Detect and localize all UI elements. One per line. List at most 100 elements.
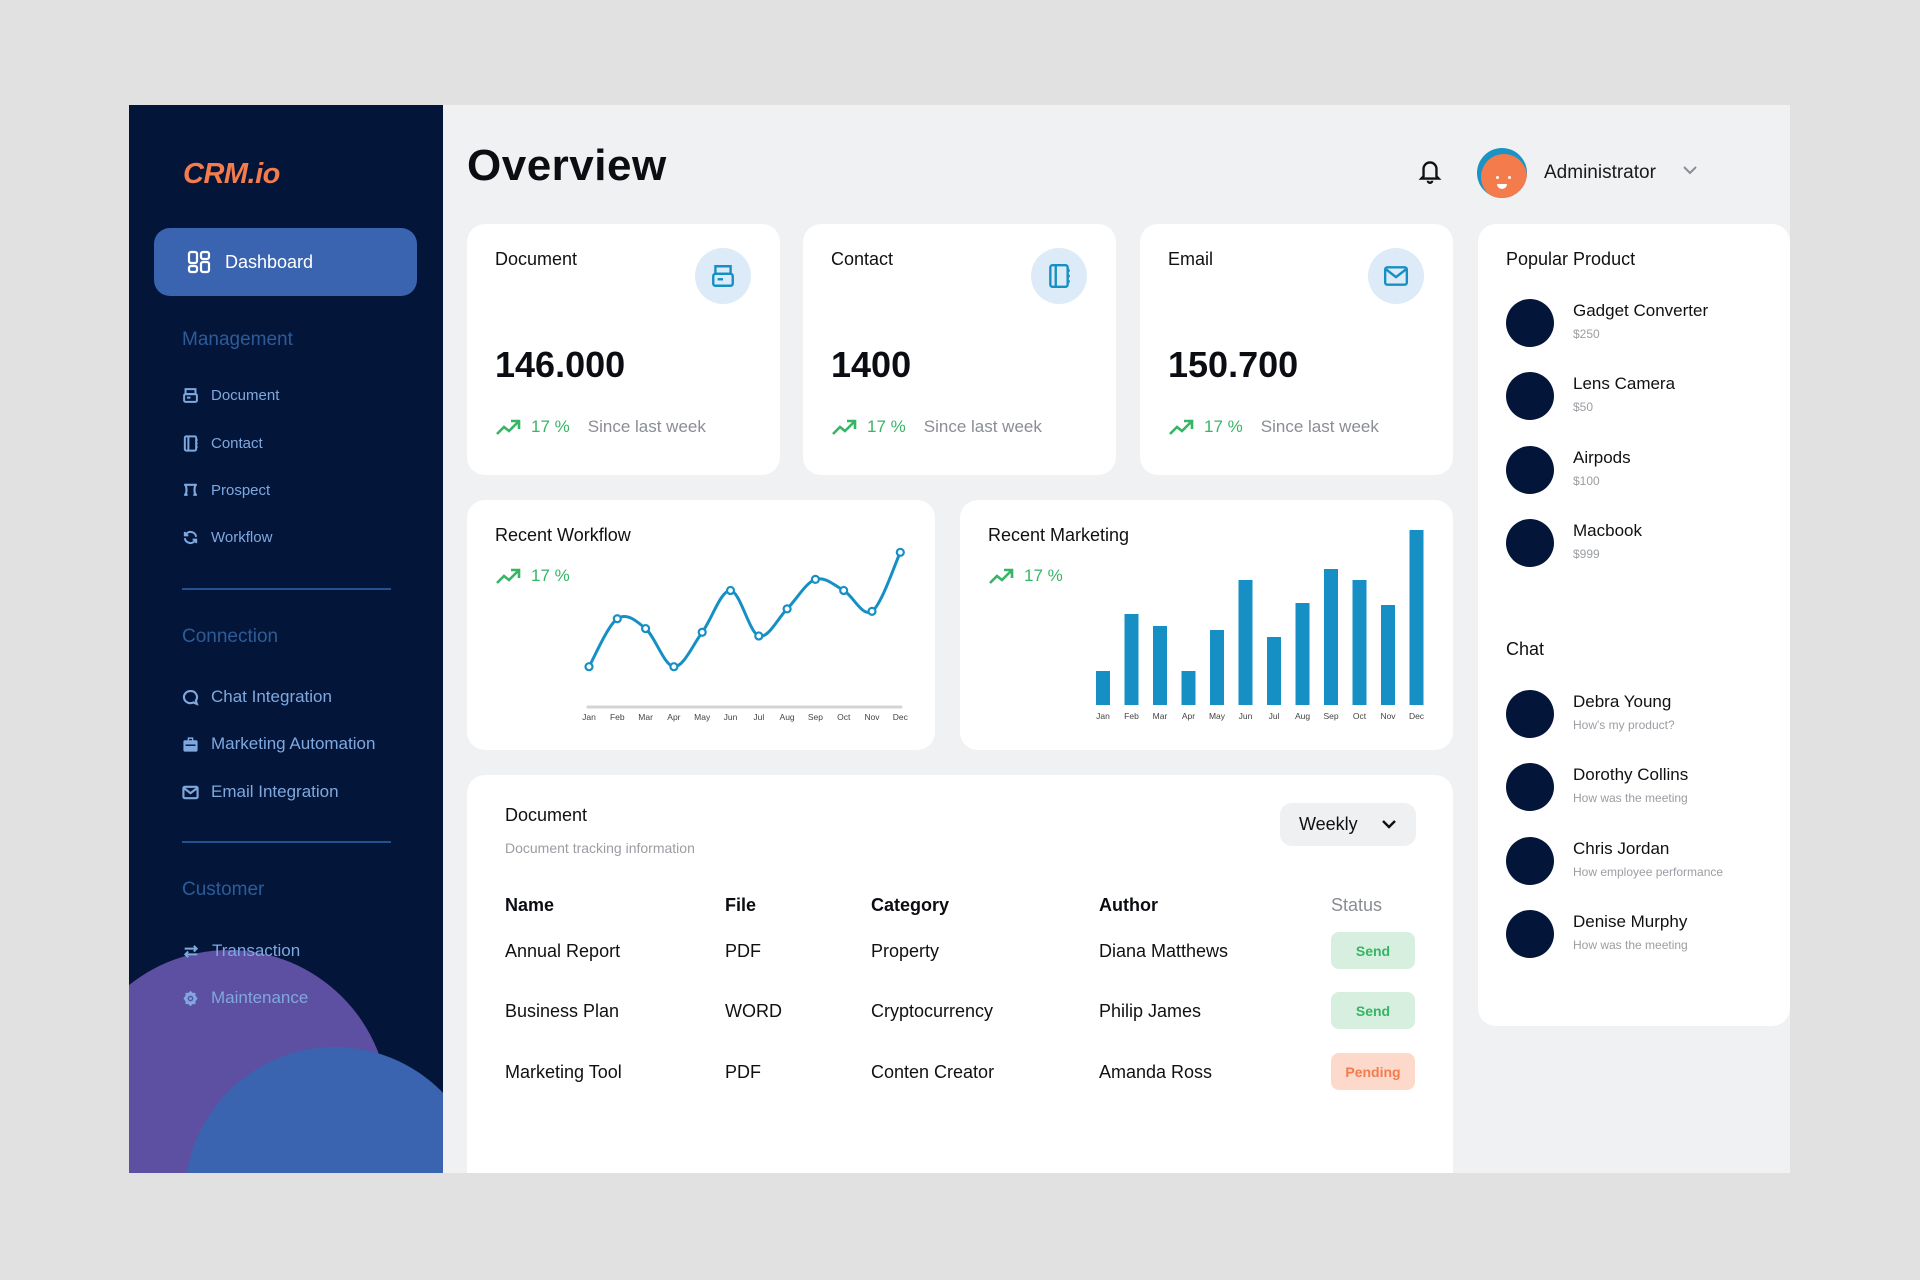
- product-item[interactable]: Macbook $999: [1506, 517, 1776, 569]
- trend-percent: 17 %: [1204, 417, 1243, 436]
- notification-button[interactable]: [1417, 157, 1443, 190]
- prospect-icon: [184, 483, 197, 496]
- app-window: CRM.io Dashboard Management Document Con…: [129, 105, 1790, 1173]
- trend-up-icon: [989, 568, 1014, 584]
- briefcase-icon: [183, 736, 198, 752]
- sidebar-item-contact[interactable]: Contact: [182, 435, 263, 452]
- document-icon: [712, 265, 734, 287]
- svg-text:Mar: Mar: [638, 712, 653, 722]
- column-header-author[interactable]: Author: [1099, 895, 1158, 915]
- marketing-bar-chart: Jan Feb Mar Apr May Jun Jul Aug Sep Oct Nov Dec: [1096, 530, 1425, 721]
- cell-name: Annual Report: [505, 941, 621, 961]
- trend-percent: 17 %: [1024, 566, 1063, 585]
- page-title: Overview: [467, 141, 667, 190]
- workflow-chart-card: Recent Workflow 17 % Jan Feb Mar Apr May Jun J…: [467, 500, 935, 750]
- marketing-chart-card: Recent Marketing 17 % Jan Feb Mar Apr May Jun…: [960, 500, 1453, 750]
- stat-card-document[interactable]: Document 146.000 17 % Since last week: [467, 224, 780, 475]
- column-header-file[interactable]: File: [725, 895, 757, 915]
- sidebar-item-workflow[interactable]: Workflow: [182, 529, 272, 546]
- trend-up-icon: [1169, 419, 1194, 435]
- svg-text:Feb: Feb: [610, 712, 625, 722]
- sidebar-item-label: Dashboard: [225, 251, 314, 272]
- svg-text:Nov: Nov: [1380, 711, 1396, 721]
- product-price: $999: [1573, 547, 1600, 561]
- product-item[interactable]: Gadget Converter $250: [1506, 297, 1776, 349]
- sidebar-divider: [182, 588, 391, 590]
- sidebar-item-maintenance[interactable]: Maintenance: [182, 988, 308, 1008]
- trend-note: Since last week: [1260, 417, 1379, 436]
- stat-value: 150.700: [1168, 344, 1299, 385]
- column-header-name[interactable]: Name: [505, 895, 555, 915]
- contact-book-icon: [183, 435, 198, 452]
- sidebar-item-transaction[interactable]: Transaction: [182, 941, 300, 961]
- gear-icon: [183, 990, 198, 1006]
- chat-message: How was the meeting: [1573, 938, 1688, 952]
- svg-text:Oct: Oct: [1353, 711, 1367, 721]
- trend-note: Since last week: [587, 417, 706, 436]
- chat-message: How was the meeting: [1573, 791, 1688, 805]
- avatar-mouth: [1497, 184, 1507, 189]
- mail-icon: [182, 785, 199, 799]
- chat-icon: [182, 689, 199, 706]
- sidebar-item-dashboard[interactable]: Dashboard: [154, 228, 417, 296]
- stat-title: Contact: [831, 249, 894, 269]
- cell-file: PDF: [725, 941, 761, 961]
- svg-text:Mar: Mar: [1153, 711, 1168, 721]
- cell-file: WORD: [725, 1001, 782, 1021]
- user-avatar[interactable]: [1477, 148, 1527, 198]
- right-panel: Popular Product Gadget Converter $250 Le…: [1478, 224, 1790, 1026]
- trend-percent: 17 %: [867, 417, 906, 436]
- stat-title: Document: [495, 249, 578, 269]
- chat-name: Dorothy Collins: [1573, 765, 1689, 784]
- stat-card-contact[interactable]: Contact 1400 17 % Since last week: [803, 224, 1116, 475]
- user-name[interactable]: Administrator: [1544, 162, 1656, 183]
- product-thumbnail: [1506, 299, 1554, 347]
- product-name: Lens Camera: [1573, 374, 1676, 393]
- stat-card-email[interactable]: Email 150.700 17 % Since last week: [1140, 224, 1453, 475]
- chat-item[interactable]: Dorothy Collins How was the meeting: [1506, 761, 1776, 813]
- table-title: Document: [505, 805, 588, 825]
- stat-trend: 17 % Since last week: [495, 417, 706, 437]
- chat-name: Denise Murphy: [1573, 912, 1688, 931]
- document-icon: [183, 388, 198, 403]
- status-badge: Send: [1331, 992, 1415, 1029]
- chat-avatar: [1506, 837, 1554, 885]
- cell-file: PDF: [725, 1062, 761, 1082]
- sidebar-item-email-integration[interactable]: Email Integration: [182, 782, 339, 802]
- product-name: Gadget Converter: [1573, 301, 1709, 320]
- section-customer: Customer: [182, 879, 265, 900]
- chat-message: How employee performance: [1573, 865, 1724, 879]
- sidebar-item-marketing-automation[interactable]: Marketing Automation: [182, 734, 375, 754]
- svg-text:Jul: Jul: [1269, 711, 1280, 721]
- sidebar-item-document[interactable]: Document: [182, 387, 279, 404]
- trend-note: Since last week: [923, 417, 1042, 436]
- column-header-status[interactable]: Status: [1331, 895, 1383, 915]
- trend-up-icon: [832, 419, 857, 435]
- period-dropdown[interactable]: Weekly: [1280, 803, 1416, 846]
- svg-text:May: May: [1209, 711, 1226, 721]
- stat-value: 146.000: [495, 344, 626, 385]
- cell-author: Amanda Ross: [1099, 1062, 1213, 1082]
- stat-icon-badge: [1368, 248, 1424, 304]
- sidebar-item-prospect[interactable]: Prospect: [182, 482, 270, 499]
- column-header-category[interactable]: Category: [871, 895, 950, 915]
- chat-message: How's my product?: [1573, 718, 1675, 732]
- chart-trend: 17 %: [988, 566, 1063, 586]
- refresh-icon: [183, 531, 198, 544]
- chat-item[interactable]: Chris Jordan How employee performance: [1506, 835, 1776, 887]
- stat-icon-badge: [695, 248, 751, 304]
- user-menu-toggle[interactable]: [1681, 163, 1699, 182]
- sidebar-item-chat-integration[interactable]: Chat Integration: [182, 687, 332, 707]
- chat-item[interactable]: Debra Young How's my product?: [1506, 688, 1776, 740]
- cell-category: Property: [871, 941, 940, 961]
- product-item[interactable]: Airpods $100: [1506, 444, 1776, 496]
- avatar-eye: [1508, 176, 1511, 179]
- chat-item[interactable]: Denise Murphy How was the meeting: [1506, 908, 1776, 960]
- mail-icon: [1383, 266, 1409, 286]
- sidebar: CRM.io Dashboard Management Document Con…: [129, 105, 443, 1173]
- product-item[interactable]: Lens Camera $50: [1506, 370, 1776, 422]
- product-name: Macbook: [1573, 521, 1642, 540]
- stat-icon-badge: [1031, 248, 1087, 304]
- status-badge: Send: [1331, 932, 1415, 969]
- product-price: $250: [1573, 327, 1600, 341]
